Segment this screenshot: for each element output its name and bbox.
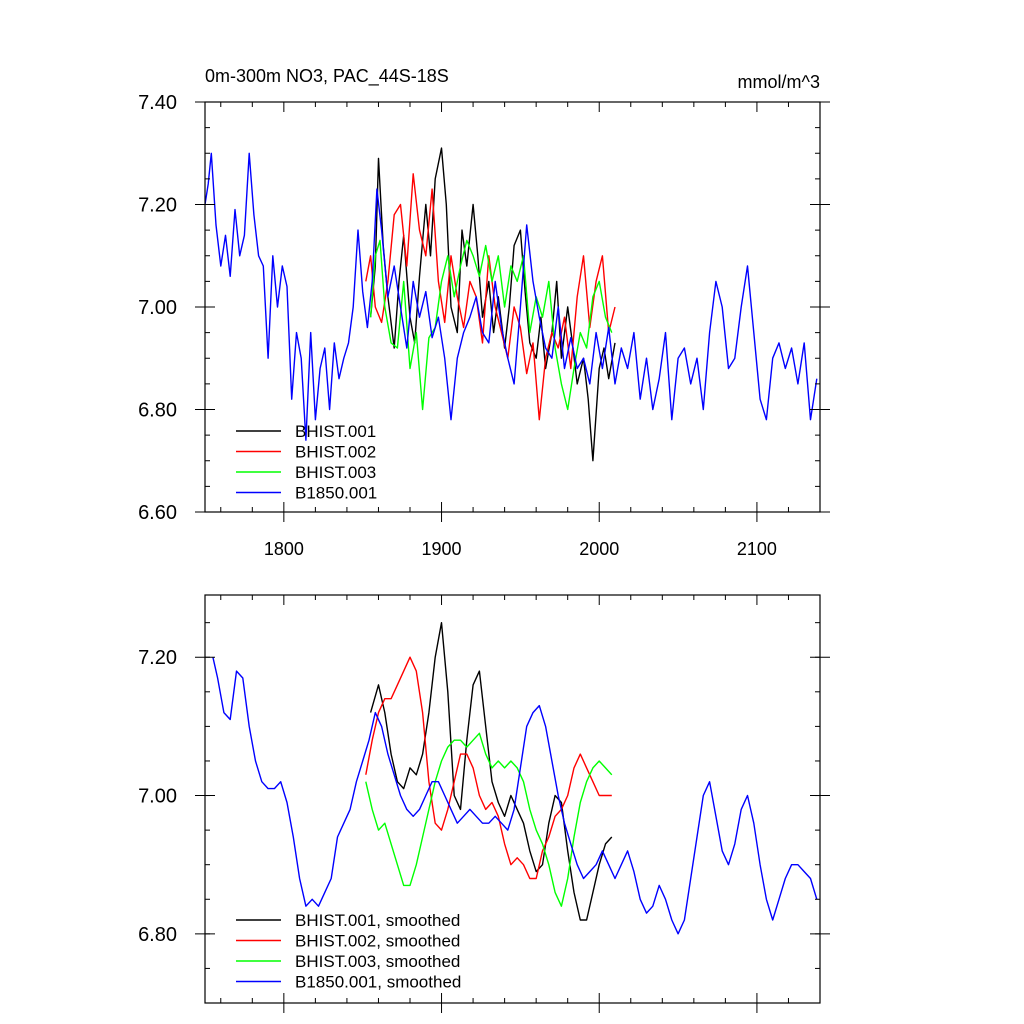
series-line-bhist-003-smoothed — [365, 732, 613, 907]
legend-label: BHIST.003, smoothed — [295, 952, 460, 971]
y-tick-label: 6.80 — [138, 924, 177, 946]
legend-label: BHIST.001 — [295, 422, 376, 441]
y-tick-label: 7.00 — [138, 297, 177, 319]
legend-label: B1850.001 — [295, 484, 377, 503]
series-line-b1850-001 — [205, 152, 818, 441]
series-line-bhist-001-smoothed — [369, 622, 613, 921]
x-tick-label: 1900 — [422, 539, 462, 559]
x-tick-label: 2100 — [737, 539, 777, 559]
legend: BHIST.001, smoothed BHIST.002, smoothedBH… — [236, 911, 461, 992]
y-tick-label: 7.00 — [138, 786, 177, 808]
x-tick-label: 2000 — [579, 539, 619, 559]
x-tick-label: 1800 — [264, 539, 304, 559]
series-lines — [212, 622, 818, 935]
y-tick-label: 6.80 — [138, 400, 177, 422]
chart-title: 0m-300m NO3, PAC_44S-18S — [205, 66, 449, 87]
series-line-b1850-001-smoothed — [212, 657, 818, 935]
y-tick-label: 7.20 — [138, 195, 177, 217]
bottom-chart-panel: 6.80 7.00 7.20 BHIST.001, smoothed BHIST.002… — [138, 594, 830, 1013]
y-tick-label: 7.20 — [138, 647, 177, 669]
y-tick-label: 7.40 — [138, 92, 177, 114]
legend-label: BHIST.002 — [295, 443, 376, 462]
legend-label: BHIST.003 — [295, 463, 376, 482]
legend-label: BHIST.001, smoothed — [295, 911, 460, 930]
legend-label: BHIST.002, smoothed — [295, 932, 460, 951]
top-chart-panel: 1800 1900 2000 2100 6.60 6.80 7.00 7.20 7.40 0m-3… — [138, 66, 830, 559]
series-line-bhist-003 — [369, 239, 613, 411]
series-line-bhist-002-smoothed — [365, 656, 612, 880]
plot-frame — [204, 594, 821, 1004]
series-lines — [205, 147, 818, 462]
units-label: mmol/m^3 — [738, 72, 820, 92]
y-tick-label: 6.60 — [138, 502, 177, 524]
legend-label: B1850.001, smoothed — [295, 973, 461, 992]
